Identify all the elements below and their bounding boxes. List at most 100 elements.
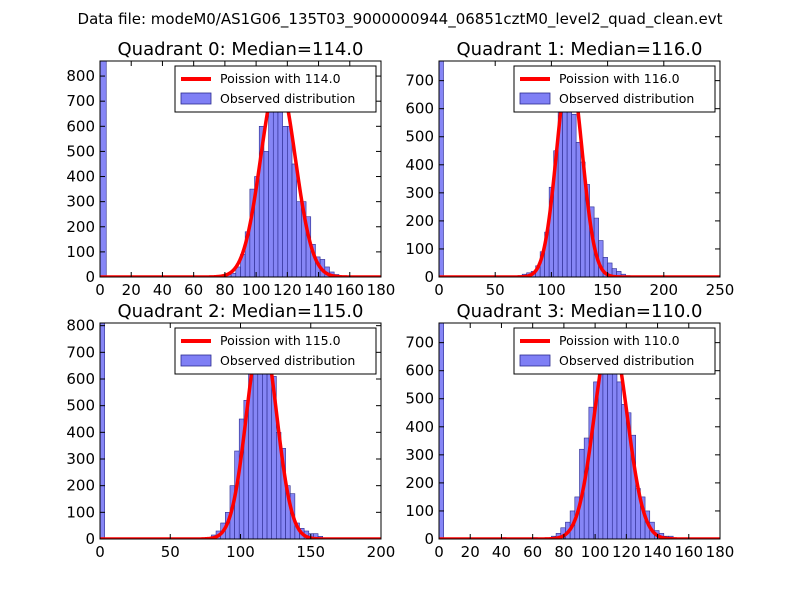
y-tick-label: 100 [405,502,434,520]
legend-fit-label: Poission with 110.0 [559,333,680,348]
chart-quadrant-1: 0 50 100 150 200 250 0 100 200 300 400 500 600 700 Qua… [405,39,734,299]
subplot-title: Quadrant 0: Median=114.0 [118,39,364,60]
histogram-bar [252,354,259,539]
x-tick-label: 80 [554,543,573,561]
chart-quadrant-2: 0 50 100 150 200 0 100 200 300 400 500 600 700 800 Qua… [66,301,395,561]
chart-quadrant-0: 0 20 40 60 80 100 120 140 160 1800100200300400500… [66,39,395,299]
x-tick-label: 60 [523,543,542,561]
x-tick-label: 180 [367,281,396,299]
legend-hist-swatch [180,354,212,367]
histogram-bar [439,323,444,539]
x-tick-label: 40 [492,543,511,561]
axes-frame [99,60,382,278]
legend-hist-swatch [180,92,212,105]
y-tick-label: 400 [405,156,434,174]
subplot-title: Quadrant 2: Median=115.0 [118,301,364,322]
histogram-bar [439,61,444,277]
histogram-bar [257,346,263,539]
axes-frame [438,322,721,540]
y-tick-label: 500 [405,390,434,408]
legend-hist-label: Observed distribution [559,91,694,106]
y-tick-label: 600 [405,362,434,380]
x-tick-label: 40 [153,281,172,299]
y-tick-label: 200 [405,212,434,230]
histogram-bar [282,126,288,277]
x-tick-label: 20 [122,281,141,299]
histogram-bar [575,142,581,277]
y-tick-label: 700 [66,92,95,110]
figure-suptitle: Data file: modeM0/AS1G06_135T03_90000009… [78,10,723,29]
subplot-title: Quadrant 3: Median=110.0 [457,301,703,322]
y-tick-label: 400 [66,423,95,441]
legend-hist-label: Observed distribution [220,91,355,106]
x-tick-label: 100 [242,281,271,299]
legend-hist-swatch [519,92,551,105]
histogram-bar [630,434,636,539]
legend: Poission with 115.0 Observed distribution [174,327,377,375]
y-tick-label: 400 [66,168,95,186]
x-tick-label: 150 [296,543,325,561]
x-tick-label: 120 [612,543,641,561]
x-tick-label: 140 [643,543,672,561]
y-tick-label: 0 [424,530,434,548]
histogram-bar [100,323,105,539]
y-tick-label: 800 [66,67,95,85]
y-tick-label: 600 [66,370,95,388]
x-tick-label: 100 [581,543,610,561]
histogram-bar [268,103,274,277]
legend-fit-label: Poission with 116.0 [559,71,680,86]
legend: Poission with 116.0 Observed distribution [513,65,716,113]
x-tick-label: 100 [226,543,255,561]
y-tick-label: 300 [66,193,95,211]
y-tick-label: 300 [405,184,434,202]
x-tick-label: 0 [434,543,444,561]
x-tick-label: 160 [335,281,364,299]
y-tick-label: 300 [405,446,434,464]
y-tick-label: 700 [66,343,95,361]
x-tick-label: 120 [273,281,302,299]
y-tick-label: 0 [85,268,95,286]
poisson-fit-line [100,330,381,539]
x-tick-label: 180 [706,543,735,561]
y-tick-label: 600 [66,117,95,135]
y-tick-label: 100 [66,243,95,261]
histogram-bar [263,151,269,277]
y-tick-label: 400 [405,418,434,436]
histogram-bar [287,126,293,277]
poisson-fit-line [439,66,720,277]
y-tick-label: 100 [405,240,434,258]
y-tick-label: 0 [85,530,95,548]
subplot-title: Quadrant 1: Median=116.0 [457,39,703,60]
x-tick-label: 200 [367,543,396,561]
chart-quadrant-3: 0 20 40 60 80 100 120 140 160 1800100200300400500… [405,301,734,561]
legend: Poission with 110.0 Observed distribution [513,327,716,375]
x-tick-label: 0 [434,281,444,299]
x-tick-label: 150 [593,281,622,299]
legend-fit-label: Poission with 115.0 [220,333,341,348]
legend-hist-swatch [519,354,551,367]
legend: Poission with 114.0 Observed distribution [174,65,377,113]
x-tick-label: 200 [649,281,678,299]
histogram-bar [566,99,572,277]
y-tick-label: 300 [66,450,95,468]
x-tick-label: 0 [95,281,105,299]
poisson-fit-line [100,76,381,277]
y-tick-label: 700 [405,72,434,90]
axes-frame [438,60,721,278]
histogram-bar [621,404,627,539]
legend-fit-label: Poission with 114.0 [220,71,341,86]
x-tick-label: 100 [537,281,566,299]
histogram-bar [296,201,302,277]
y-tick-label: 0 [424,268,434,286]
x-tick-label: 160 [674,543,703,561]
x-tick-label: 50 [161,543,180,561]
histogram-bar [616,381,622,539]
y-tick-label: 800 [66,317,95,335]
y-tick-label: 500 [66,397,95,415]
x-tick-label: 250 [706,281,735,299]
legend-hist-label: Observed distribution [559,353,694,368]
y-tick-label: 100 [66,503,95,521]
y-tick-label: 200 [66,477,95,495]
legend-hist-label: Observed distribution [220,353,355,368]
